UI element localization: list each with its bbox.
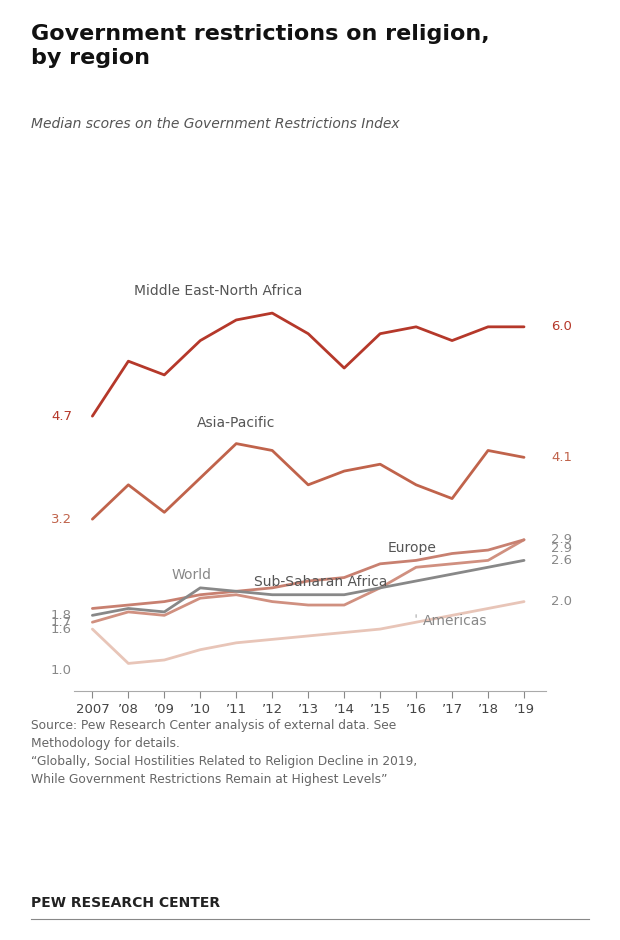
Text: World: World xyxy=(172,569,211,583)
Text: 2.9: 2.9 xyxy=(551,541,572,555)
Text: Middle East-North Africa: Middle East-North Africa xyxy=(134,284,303,298)
Text: Asia-Pacific: Asia-Pacific xyxy=(197,415,275,430)
Text: Sub-Saharan Africa: Sub-Saharan Africa xyxy=(254,575,388,589)
Text: 3.2: 3.2 xyxy=(51,512,72,525)
Text: 4.7: 4.7 xyxy=(51,410,72,423)
Text: PEW RESEARCH CENTER: PEW RESEARCH CENTER xyxy=(31,896,220,910)
Text: 1.6: 1.6 xyxy=(51,622,72,635)
Text: Median scores on the Government Restrictions Index: Median scores on the Government Restrict… xyxy=(31,118,400,132)
Text: Government restrictions on religion,
by region: Government restrictions on religion, by … xyxy=(31,24,490,68)
Text: 1.0: 1.0 xyxy=(51,664,72,677)
Text: 4.1: 4.1 xyxy=(551,451,572,463)
Text: Europe: Europe xyxy=(388,540,436,555)
Text: Source: Pew Research Center analysis of external data. See
Methodology for detai: Source: Pew Research Center analysis of … xyxy=(31,719,417,786)
Text: 2.0: 2.0 xyxy=(551,595,572,608)
Text: Americas: Americas xyxy=(423,614,488,628)
Text: 6.0: 6.0 xyxy=(551,321,572,334)
Text: 1.8: 1.8 xyxy=(51,609,72,622)
Text: 1.7: 1.7 xyxy=(51,616,72,629)
Text: 2.6: 2.6 xyxy=(551,554,572,567)
Text: 2.9: 2.9 xyxy=(551,533,572,546)
